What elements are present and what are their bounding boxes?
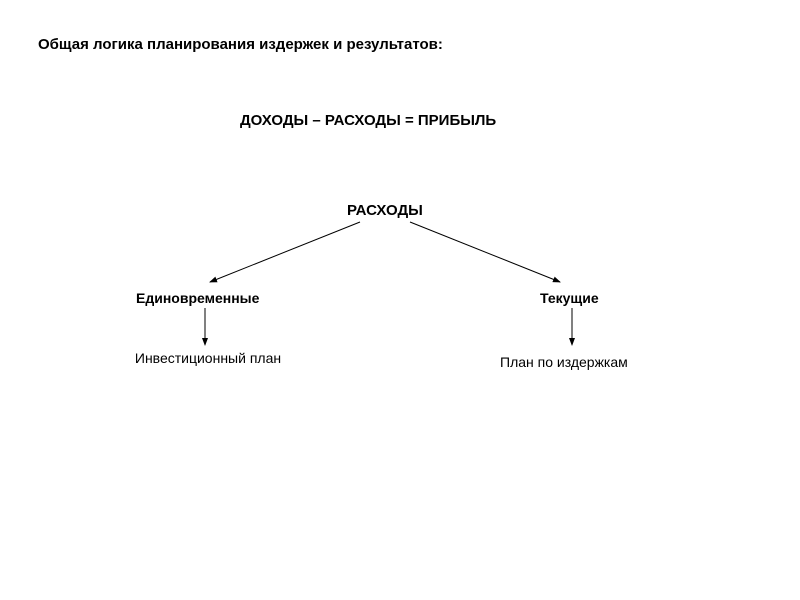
diagram-title: Общая логика планирования издержек и рез… (38, 36, 443, 53)
equation-text: ДОХОДЫ – РАСХОДЫ = ПРИБЫЛЬ (240, 112, 496, 129)
diagram-arrows (0, 0, 800, 600)
right-leaf-node: План по издержкам (500, 354, 628, 370)
right-node: Текущие (540, 290, 599, 306)
left-leaf-node: Инвестиционный план (128, 350, 288, 366)
root-node: РАСХОДЫ (347, 202, 423, 219)
edge-root-right (410, 222, 560, 282)
edge-root-left (210, 222, 360, 282)
left-node: Единовременные (136, 290, 259, 306)
